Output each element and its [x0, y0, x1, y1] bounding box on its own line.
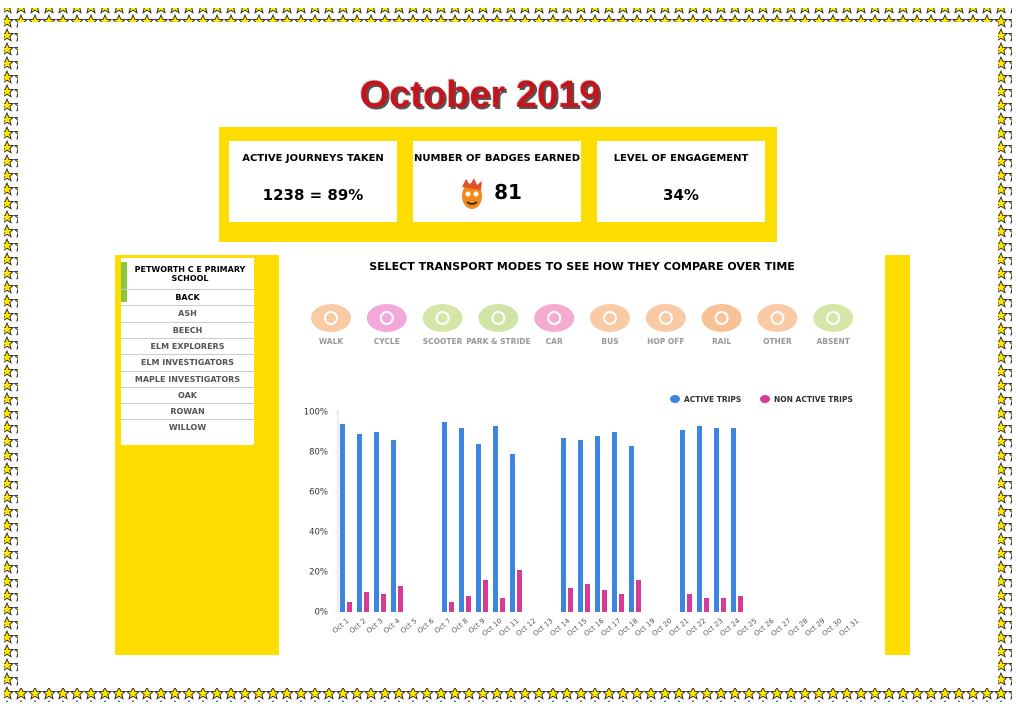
- y-tick-label: 60%: [309, 488, 328, 498]
- y-tick-label: 0%: [315, 608, 329, 618]
- mode-icon: [590, 304, 630, 332]
- mode-label: CYCLE: [374, 337, 400, 346]
- modes-title: SELECT TRANSPORT MODES TO SEE HOW THEY C…: [369, 260, 795, 273]
- bar: [704, 598, 709, 612]
- bar: [398, 586, 403, 612]
- bar: [364, 592, 369, 612]
- bar: [391, 440, 396, 612]
- legend-label: NON ACTIVE TRIPS: [774, 395, 853, 404]
- bar: [568, 588, 573, 612]
- bar: [585, 584, 590, 612]
- x-tick-label: Oct 2: [348, 617, 368, 635]
- mode-label: HOP OFF: [647, 337, 684, 346]
- mode-icon: [757, 304, 797, 332]
- bar: [731, 428, 736, 612]
- mode-button[interactable]: OTHER: [757, 304, 797, 346]
- bar: [636, 580, 641, 612]
- x-tick-label: Oct 1: [331, 617, 351, 635]
- x-tick-label: Oct 8: [450, 617, 470, 635]
- mode-button[interactable]: HOP OFF: [646, 304, 686, 346]
- x-tick-label: Oct 7: [433, 617, 453, 635]
- x-tick-label: Oct 6: [416, 617, 436, 636]
- mode-label: OTHER: [763, 337, 792, 346]
- mode-icon: [367, 304, 407, 332]
- mode-icon: [813, 304, 853, 332]
- mode-button[interactable]: RAIL: [702, 304, 742, 346]
- bar: [629, 446, 634, 612]
- mode-label: WALK: [319, 337, 345, 346]
- mode-button[interactable]: PARK & STRIDE: [466, 304, 530, 346]
- mode-icon: [311, 304, 351, 332]
- mode-label: BUS: [601, 337, 618, 346]
- legend-swatch: [670, 395, 680, 403]
- bar: [483, 580, 488, 612]
- x-tick-label: Oct 5: [399, 617, 419, 635]
- bar: [602, 590, 607, 612]
- bar: [510, 454, 515, 612]
- y-tick-label: 20%: [309, 568, 328, 578]
- bar: [381, 594, 386, 612]
- mode-label: CAR: [546, 337, 563, 346]
- y-tick-label: 100%: [304, 408, 328, 418]
- bar: [449, 602, 454, 612]
- bar: [578, 440, 583, 612]
- bar: [697, 426, 702, 612]
- mode-icon: [478, 304, 518, 332]
- bar: [595, 436, 600, 612]
- y-tick-label: 40%: [309, 528, 328, 538]
- mode-button[interactable]: SCOOTER: [423, 304, 463, 346]
- page: October 2019 ACTIVE JOURNEYS TAKEN 1238 …: [0, 0, 1016, 704]
- mode-button[interactable]: ABSENT: [813, 304, 853, 346]
- mode-label: ABSENT: [816, 337, 850, 346]
- bar: [374, 432, 379, 612]
- bar: [721, 598, 726, 612]
- chart: SELECT TRANSPORT MODES TO SEE HOW THEY C…: [0, 0, 1016, 704]
- bar: [517, 570, 522, 612]
- legend-swatch: [760, 395, 770, 403]
- bar: [680, 430, 685, 612]
- bar: [466, 596, 471, 612]
- mode-button[interactable]: WALK: [311, 304, 351, 346]
- x-tick-label: Oct 4: [382, 617, 402, 636]
- y-tick-label: 80%: [309, 448, 328, 458]
- bar: [459, 428, 464, 612]
- bar: [714, 428, 719, 612]
- bar: [687, 594, 692, 612]
- mode-icon: [702, 304, 742, 332]
- legend-label: ACTIVE TRIPS: [684, 395, 741, 404]
- mode-label: PARK & STRIDE: [466, 337, 530, 346]
- bar: [612, 432, 617, 612]
- bar: [442, 422, 447, 612]
- mode-button[interactable]: BUS: [590, 304, 630, 346]
- mode-icon: [646, 304, 686, 332]
- bar: [340, 424, 345, 612]
- mode-icon: [423, 304, 463, 332]
- bar: [476, 444, 481, 612]
- bar: [738, 596, 743, 612]
- mode-label: RAIL: [712, 337, 731, 346]
- bar: [500, 598, 505, 612]
- mode-icon: [534, 304, 574, 332]
- x-tick-label: Oct 3: [365, 617, 385, 635]
- bar: [347, 602, 352, 612]
- mode-button[interactable]: CYCLE: [367, 304, 407, 346]
- mode-button[interactable]: CAR: [534, 304, 574, 346]
- bar: [561, 438, 566, 612]
- bar: [493, 426, 498, 612]
- bar: [619, 594, 624, 612]
- bar: [357, 434, 362, 612]
- mode-label: SCOOTER: [423, 337, 463, 346]
